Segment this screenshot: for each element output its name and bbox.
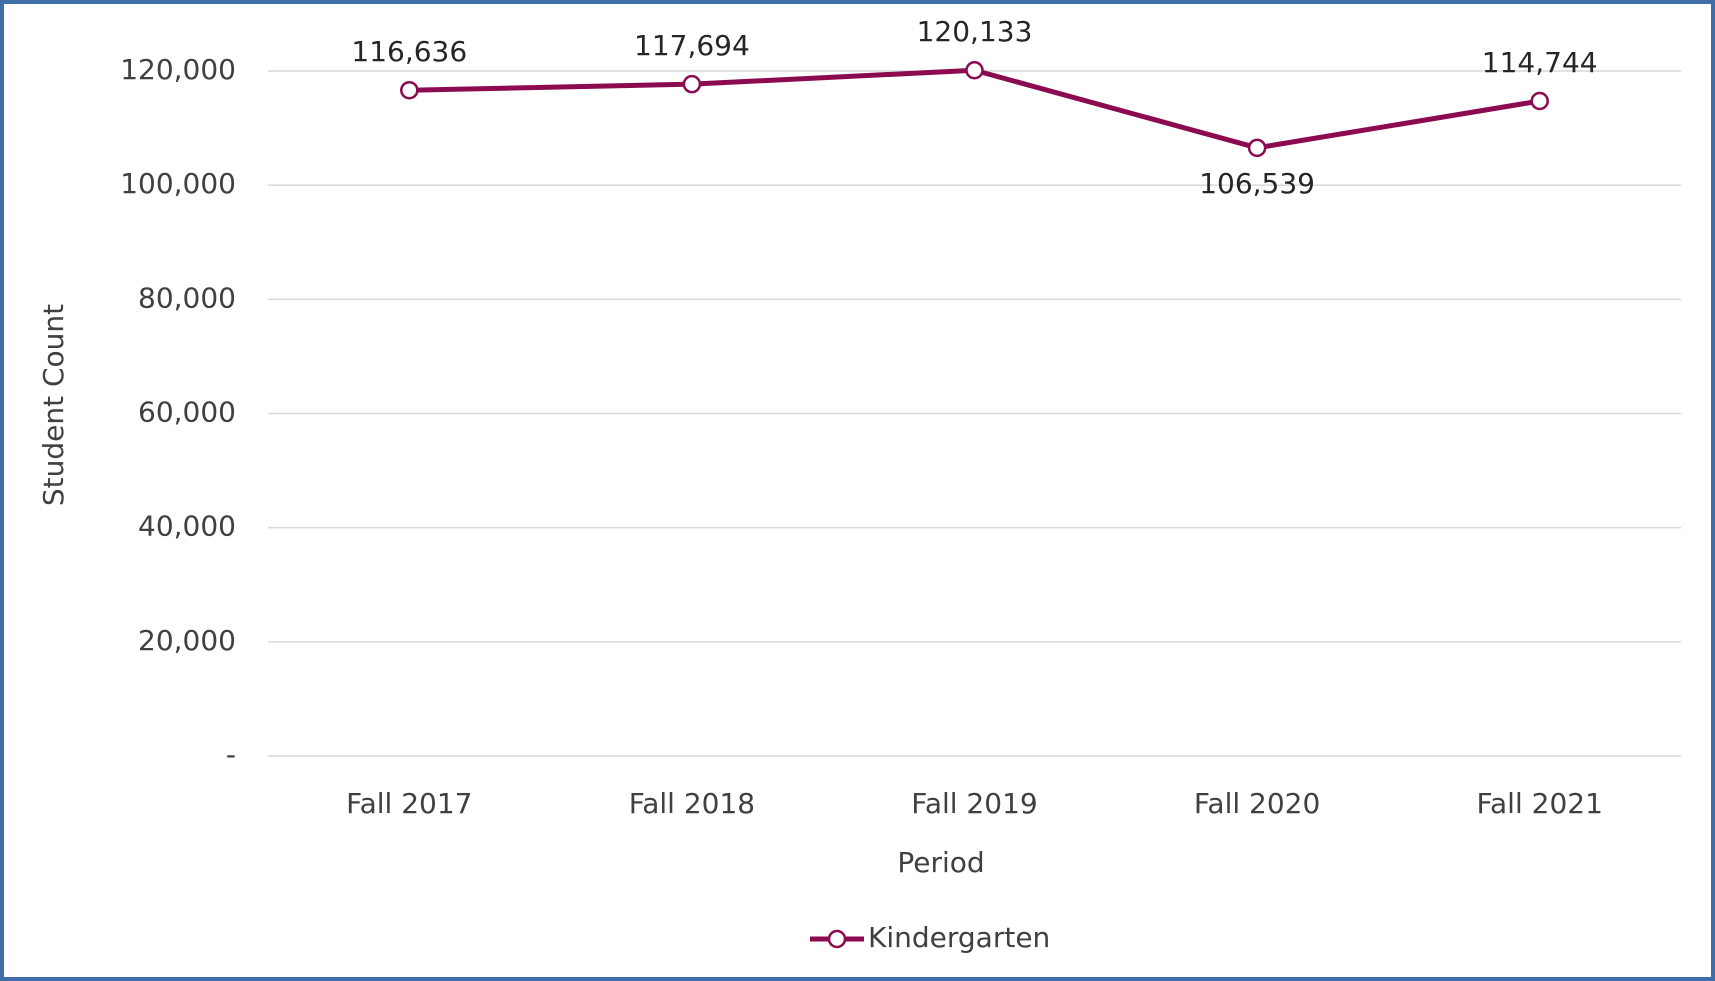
x-tick-label: Fall 2021 [1476,787,1602,820]
legend-label: Kindergarten [868,921,1050,954]
point-marker [682,74,702,94]
y-tick-label: 100,000 [120,167,236,200]
y-tick-label: - [226,738,236,771]
y-tick-label: 60,000 [138,396,236,429]
data-label: 116,636 [351,35,467,68]
data-label: 114,744 [1482,46,1598,79]
x-tick-label: Fall 2017 [346,787,472,820]
y-tick-label: 20,000 [138,624,236,657]
point-marker [400,80,419,100]
y-tick-label: 40,000 [138,510,236,543]
x-axis-title: Period [897,846,984,879]
data-label: 120,133 [917,15,1033,48]
y-axis-title: Student Count [37,304,70,506]
x-tick-label: Fall 2019 [911,787,1037,820]
data-label: 117,694 [634,29,750,62]
point-marker [1247,138,1267,158]
y-tick-label: 80,000 [138,281,236,314]
x-tick-label: Fall 2020 [1194,787,1320,820]
legend-marker [827,929,847,949]
data-label: 106,539 [1199,167,1315,200]
x-tick-label: Fall 2018 [629,787,755,820]
y-tick-label: 120,000 [120,53,236,86]
point-marker [1530,91,1549,111]
point-marker [965,60,984,80]
